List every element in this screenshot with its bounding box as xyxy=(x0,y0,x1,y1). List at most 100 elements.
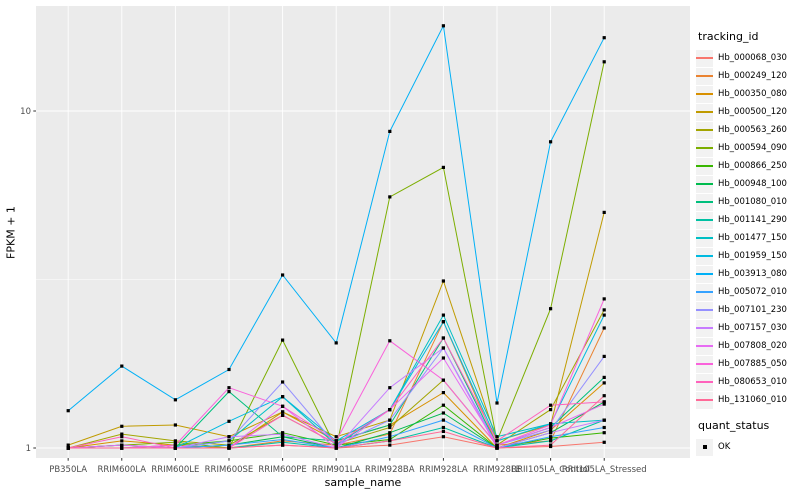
legend-line-swatch-icon xyxy=(696,255,713,257)
data-point xyxy=(281,440,285,444)
legend-key xyxy=(696,121,713,139)
legend-key xyxy=(696,319,713,337)
data-point xyxy=(602,402,606,406)
legend-line-swatch-icon xyxy=(696,129,713,131)
data-point xyxy=(602,375,606,379)
data-point xyxy=(388,431,392,435)
data-point xyxy=(441,403,445,407)
data-point xyxy=(441,24,445,28)
data-point xyxy=(495,446,499,450)
data-point xyxy=(549,439,553,443)
legend-item: Hb_080653_010 xyxy=(696,373,800,391)
legend-item-label: Hb_005072_010 xyxy=(718,287,787,297)
legend-key xyxy=(696,283,713,301)
data-point xyxy=(441,425,445,430)
data-point xyxy=(388,439,392,443)
y-tick-labels: 1 10 xyxy=(20,107,31,454)
legend-item-label: Hb_000594_090 xyxy=(718,143,787,153)
x-tick-label: RRIM928LE xyxy=(473,465,521,475)
data-point xyxy=(281,413,285,417)
x-tick-label: PB350LA xyxy=(49,465,87,475)
legend-item-label: Hb_001477_150 xyxy=(718,233,787,243)
data-point xyxy=(227,435,231,439)
legend-item: Hb_001080_010 xyxy=(696,193,800,211)
data-point xyxy=(334,439,338,443)
data-point xyxy=(441,356,445,360)
x-tick-label: RRIM600PE xyxy=(258,465,306,475)
data-point xyxy=(495,443,499,447)
data-point xyxy=(173,423,177,427)
data-point xyxy=(441,346,445,350)
legend-line-swatch-icon xyxy=(696,309,713,311)
x-axis-title: sample_name xyxy=(324,476,402,489)
legend-item-label: Hb_080653_010 xyxy=(718,377,787,387)
data-point xyxy=(120,439,124,443)
data-point xyxy=(227,390,231,394)
data-point xyxy=(334,341,338,345)
data-point xyxy=(66,409,70,413)
legend-item: Hb_000350_080 xyxy=(696,85,800,103)
legend-item-label: Hb_007157_030 xyxy=(718,323,787,333)
data-point xyxy=(549,428,553,432)
legend-key xyxy=(696,103,713,121)
data-point xyxy=(388,408,392,412)
data-point xyxy=(334,442,338,446)
legend-item-label: Hb_001959_150 xyxy=(718,251,787,261)
legend-key xyxy=(696,85,713,103)
legend-line-swatch-icon xyxy=(696,147,713,149)
legend-title-quant-status: quant_status xyxy=(698,419,770,432)
data-point xyxy=(173,440,177,444)
legend-item-label: Hb_001080_010 xyxy=(718,197,787,207)
legend-item-label: Hb_000948_100 xyxy=(718,179,787,189)
data-point xyxy=(549,423,553,427)
data-point xyxy=(227,443,231,447)
data-point xyxy=(602,308,606,312)
x-tick-label: RRIM901LA xyxy=(312,465,361,475)
legend-line-swatch-icon xyxy=(696,327,713,329)
data-point xyxy=(549,408,553,412)
data-point xyxy=(441,165,445,169)
x-tick-label: RRIM928LA xyxy=(419,465,468,475)
quant-ok-key xyxy=(696,438,713,456)
data-point xyxy=(495,401,499,405)
data-point xyxy=(173,446,177,450)
legend-key xyxy=(696,247,713,265)
data-point xyxy=(602,440,606,444)
data-point xyxy=(281,338,285,342)
data-point xyxy=(441,391,445,395)
data-point xyxy=(549,307,553,311)
data-point xyxy=(334,446,338,450)
legend-key xyxy=(696,49,713,67)
data-point xyxy=(388,425,392,430)
legend-key xyxy=(696,265,713,283)
plot-panel xyxy=(36,6,690,458)
data-point xyxy=(388,129,392,133)
data-point xyxy=(495,435,499,439)
legend-item: Hb_000500_120 xyxy=(696,103,800,121)
data-point xyxy=(549,435,553,439)
legend-item: Hb_005072_010 xyxy=(696,283,800,301)
data-point xyxy=(66,446,70,450)
gridlines xyxy=(36,6,690,458)
legend-line-swatch-icon xyxy=(696,399,713,401)
data-point xyxy=(281,432,285,436)
legend-key xyxy=(696,157,713,175)
legend-line-swatch-icon xyxy=(696,219,713,221)
y-tick-label: 1 xyxy=(26,444,31,454)
data-point xyxy=(120,364,124,368)
data-point xyxy=(441,313,445,317)
x-tick-label: RRIM600LE xyxy=(151,465,199,475)
data-point-markers xyxy=(66,24,606,450)
legend-key xyxy=(696,67,713,85)
y-axis-title: FPKM + 1 xyxy=(4,206,18,259)
legend-line-swatch-icon xyxy=(696,237,713,239)
data-point xyxy=(281,395,285,399)
data-point xyxy=(441,418,445,422)
data-point xyxy=(602,418,606,422)
legend-item: Hb_001477_150 xyxy=(696,229,800,247)
data-point xyxy=(495,439,499,443)
data-point xyxy=(227,367,231,372)
data-point xyxy=(281,380,285,384)
x-tick-label: RRII105LA_Control xyxy=(511,465,590,475)
